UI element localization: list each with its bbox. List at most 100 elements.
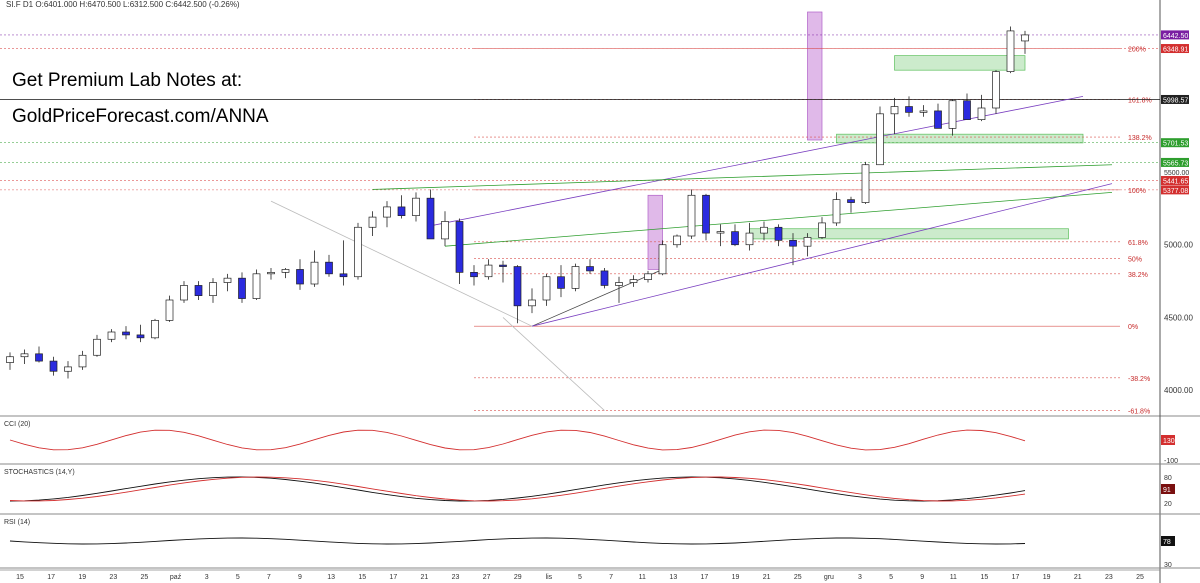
indicator-name: CCI (20) <box>4 421 30 428</box>
support-zone <box>836 133 1084 144</box>
candle-body <box>209 282 217 296</box>
time-tick-label: 19 <box>78 574 86 581</box>
time-tick-label: paź <box>170 574 182 581</box>
candle-body <box>600 270 609 286</box>
time-tick-label: 13 <box>327 574 335 581</box>
candle-body <box>905 106 913 113</box>
time-tick-label: 27 <box>483 574 491 581</box>
time-tick-label: 21 <box>763 574 771 581</box>
candle-body <box>6 356 14 363</box>
highlight-band <box>807 11 823 141</box>
time-tick-label: 5 <box>578 574 582 581</box>
candle-body <box>876 113 884 166</box>
time-tick-label: 5 <box>236 574 240 581</box>
price-tag-text: 5441.65 <box>1163 178 1188 185</box>
candle-body <box>325 261 333 275</box>
candle-body <box>470 272 478 278</box>
candle-body <box>499 264 507 267</box>
indicator-value-box <box>1161 536 1175 546</box>
indicator-name: RSI (14) <box>4 519 30 526</box>
candle-body <box>64 366 72 372</box>
indicator-line <box>9 537 1026 545</box>
candle-body <box>165 299 174 321</box>
time-tick-label: 17 <box>701 574 709 581</box>
indicator-level: 80 <box>1164 475 1172 482</box>
indicator-line <box>9 476 1026 502</box>
candle-body <box>760 226 768 234</box>
candle-body <box>615 282 623 286</box>
candle-body <box>934 110 942 129</box>
time-tick-label: 9 <box>298 574 302 581</box>
price-tick-label: 4500.00 <box>1164 313 1193 322</box>
indicator-value: 130 <box>1163 438 1175 445</box>
indicator-value: 78 <box>1163 539 1171 546</box>
candle-body <box>542 276 551 301</box>
indicator-level: 20 <box>1164 501 1172 508</box>
candle-body <box>267 272 275 275</box>
time-tick-label: 25 <box>1136 574 1144 581</box>
candle-body <box>789 240 797 247</box>
time-tick-label: 15 <box>358 574 366 581</box>
candle-body <box>745 232 754 246</box>
candle-body <box>484 264 493 278</box>
candle-body <box>238 277 246 299</box>
candle-body <box>296 269 304 285</box>
candle-body <box>963 100 971 120</box>
candle-body <box>354 226 362 278</box>
fibonacci-label: 61.8% <box>1128 240 1148 247</box>
indicator-value-box <box>1161 435 1175 445</box>
candle-body <box>557 276 565 289</box>
candle-body <box>861 164 870 203</box>
decline-line <box>270 200 533 327</box>
price-tag-box <box>1161 157 1189 167</box>
time-tick-label: 23 <box>452 574 460 581</box>
price-tag-box <box>1161 175 1189 185</box>
upper-channel-line <box>430 95 1084 227</box>
candle-body <box>455 221 464 273</box>
candle-body <box>571 266 580 289</box>
high-label: H:6470.500 <box>79 0 121 9</box>
time-tick-label: lis <box>546 574 553 581</box>
price-tag-box <box>1161 94 1189 104</box>
fibonacci-label: 161.8% <box>1128 97 1152 104</box>
indicator-level: 30 <box>1164 562 1172 569</box>
ohlc-header: SI.F D1 O:6401.000 H:6470.500 L:6312.500… <box>6 0 240 9</box>
fibonacci-label: 50% <box>1128 257 1142 264</box>
price-tick-label: 5000.00 <box>1164 241 1193 250</box>
price-tag-text: 5377.08 <box>1163 188 1188 195</box>
price-tag-plain: 5500.00 <box>1164 170 1189 177</box>
promo-line-2: GoldPriceForecast.com/ANNA <box>12 106 269 127</box>
fan-line <box>502 317 605 411</box>
candle-body <box>180 285 188 301</box>
time-tick-label: 15 <box>981 574 989 581</box>
price-tag-box <box>1161 30 1189 40</box>
candle-body <box>513 266 522 307</box>
candle-body <box>412 197 420 216</box>
time-tick-label: 3 <box>858 574 862 581</box>
indicator-value-box <box>1161 484 1175 494</box>
time-tick-label: 25 <box>794 574 802 581</box>
fibonacci-label: 100% <box>1128 188 1146 195</box>
candle-body <box>107 331 116 340</box>
candle-body <box>847 199 855 203</box>
price-tag-box <box>1161 185 1189 195</box>
candle-body <box>281 269 290 273</box>
time-tick-label: 19 <box>732 574 740 581</box>
candle-body <box>151 320 159 339</box>
indicator-value: 91 <box>1163 487 1171 494</box>
candle-body <box>426 197 435 240</box>
resistance-line <box>372 164 1113 190</box>
candle-body <box>673 235 681 246</box>
candle-body <box>93 338 101 356</box>
candle-body <box>774 226 783 241</box>
fibonacci-label: 200% <box>1128 47 1146 54</box>
candle-body <box>644 273 652 280</box>
price-tag-text: 6348.91 <box>1163 47 1188 54</box>
time-tick-label: 7 <box>267 574 271 581</box>
indicator-line <box>9 429 1026 451</box>
candles-layer <box>6 26 1029 379</box>
change-label: (-0.26%) <box>208 0 240 9</box>
time-tick-label: 13 <box>669 574 677 581</box>
price-tag-text: 6442.50 <box>1163 33 1188 40</box>
time-tick-label: gru <box>824 574 834 581</box>
